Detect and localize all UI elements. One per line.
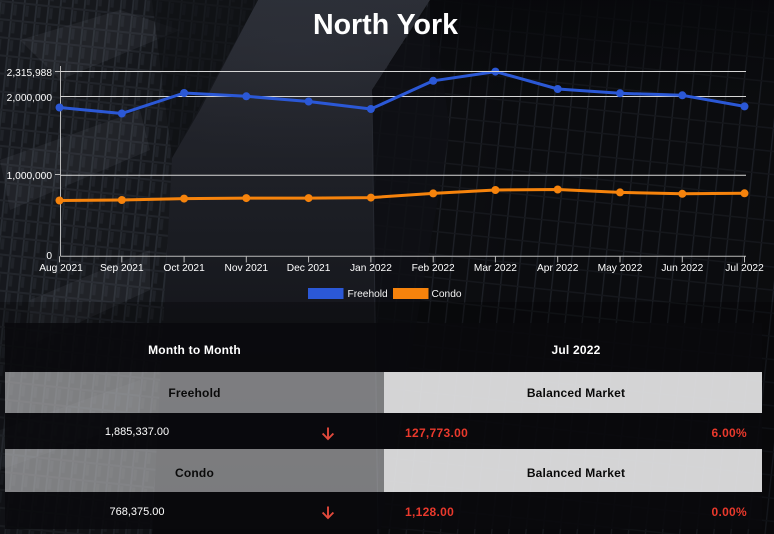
svg-text:Nov 2021: Nov 2021 [224,263,268,274]
svg-text:Dec 2021: Dec 2021 [287,263,331,274]
svg-text:Mar 2022: Mar 2022 [474,263,517,274]
svg-text:Jan 2022: Jan 2022 [350,263,392,274]
svg-text:Aug 2021: Aug 2021 [39,263,83,274]
svg-text:Freehold: Freehold [348,289,389,300]
svg-text:Feb 2022: Feb 2022 [412,263,455,274]
svg-text:Jul 2022: Jul 2022 [725,263,764,274]
svg-text:Oct 2021: Oct 2021 [163,263,205,274]
svg-text:Sep 2021: Sep 2021 [100,263,144,274]
svg-text:Condo: Condo [432,289,462,300]
svg-text:May 2022: May 2022 [598,263,643,274]
svg-text:2,000,000: 2,000,000 [7,93,53,104]
svg-text:1,000,000: 1,000,000 [7,171,53,182]
svg-text:Apr 2022: Apr 2022 [537,263,579,274]
svg-text:Jun 2022: Jun 2022 [661,263,703,274]
svg-text:0: 0 [46,251,52,262]
svg-text:2,315,988: 2,315,988 [7,68,53,79]
svg-text:North York: North York [313,9,458,41]
